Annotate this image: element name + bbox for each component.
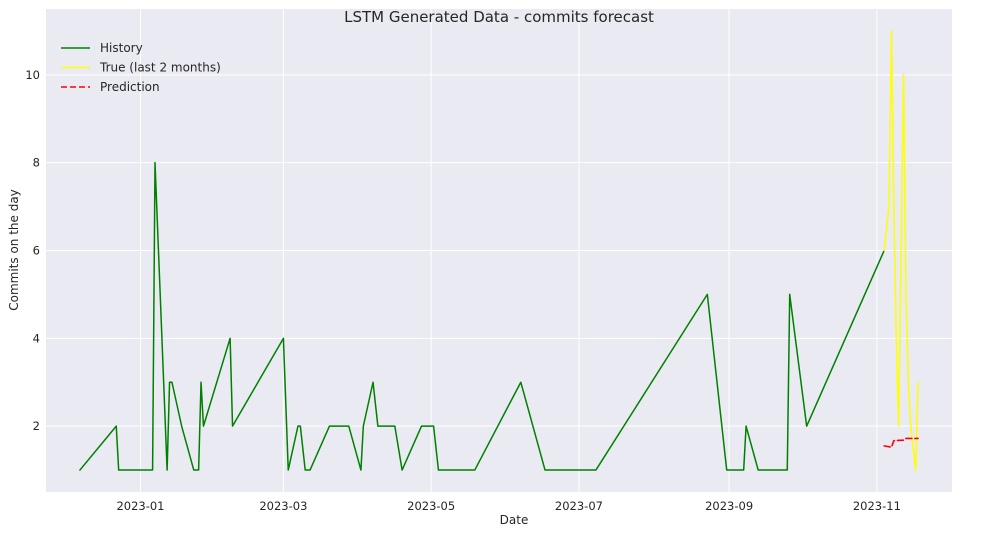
x-tick-label: 2023-01 xyxy=(116,499,164,513)
legend: History True (last 2 months) Prediction xyxy=(61,41,221,94)
y-tick-label: 10 xyxy=(25,68,40,82)
series-line-true-last-2-months xyxy=(883,30,919,471)
legend-label: True (last 2 months) xyxy=(99,61,221,75)
x-tick-label: 2023-03 xyxy=(259,499,307,513)
legend-label: History xyxy=(100,41,143,55)
x-tick-label: 2023-09 xyxy=(705,499,753,513)
y-tick-label: 6 xyxy=(33,244,40,258)
y-tick-label: 2 xyxy=(33,419,40,433)
series-lines xyxy=(79,30,919,471)
x-tick-label: 2023-05 xyxy=(407,499,455,513)
series-line-prediction xyxy=(883,437,919,449)
x-tick-label: 2023-07 xyxy=(555,499,603,513)
x-axis-label: Date xyxy=(500,513,529,527)
y-tick-label: 4 xyxy=(33,331,40,345)
legend-label: Prediction xyxy=(100,80,160,94)
chart-title: LSTM Generated Data - commits forecast xyxy=(344,8,654,26)
series-line-history xyxy=(79,161,885,471)
tick-labels: 2023-01 2023-03 2023-05 2023-07 2023-09 2023-… xyxy=(25,68,901,513)
x-tick-label: 2023-11 xyxy=(853,499,901,513)
y-tick-label: 8 xyxy=(33,156,40,170)
grid-lines xyxy=(46,9,952,492)
y-axis-label: Commits on the day xyxy=(7,189,21,311)
